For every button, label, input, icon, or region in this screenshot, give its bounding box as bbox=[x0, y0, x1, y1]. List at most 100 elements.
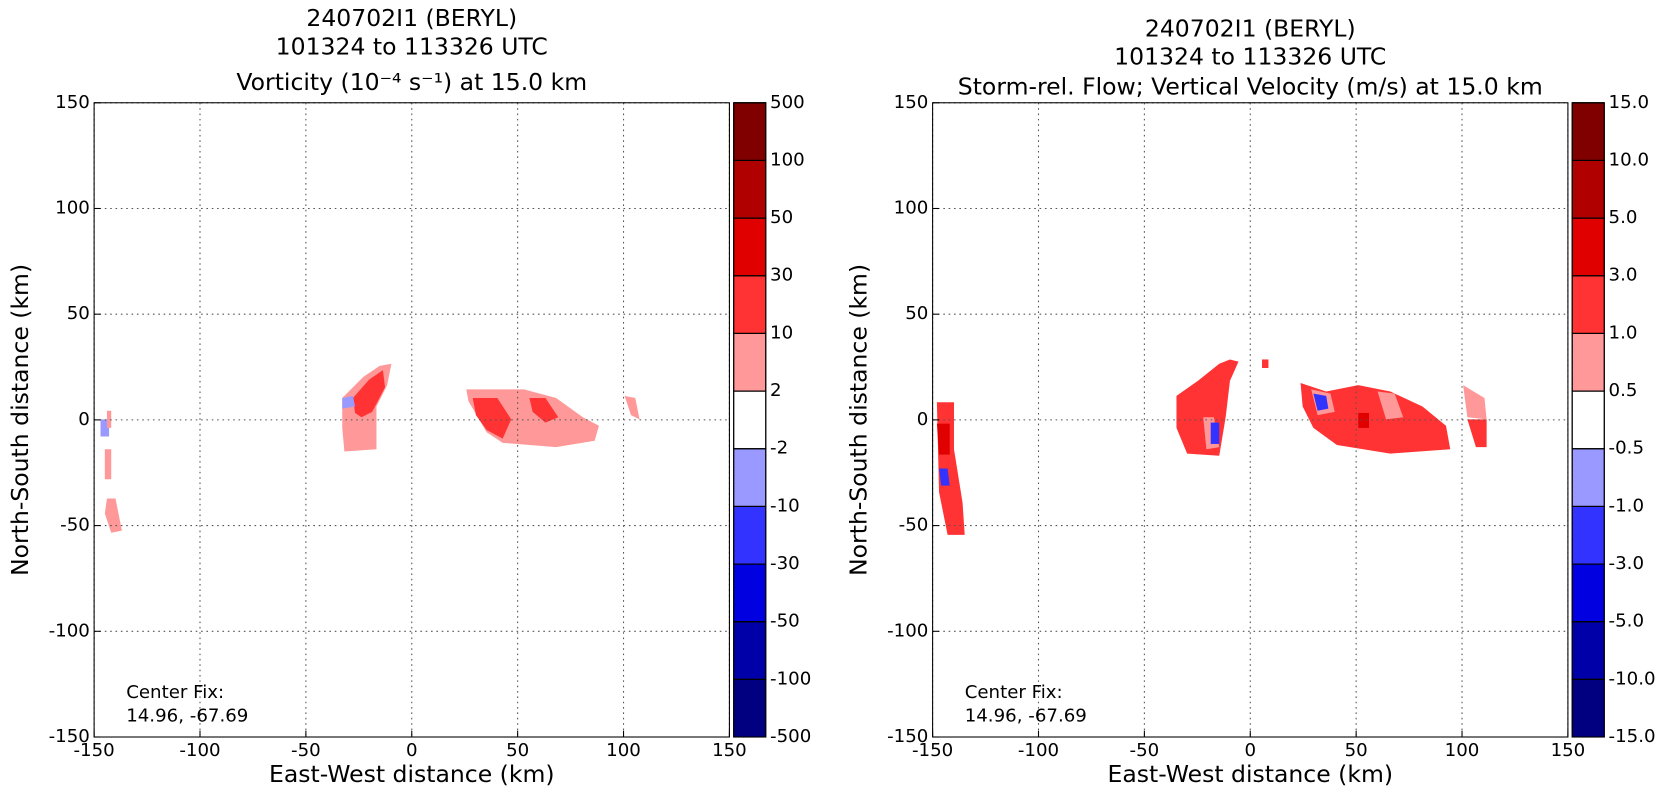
x-tick-label: 100 bbox=[1445, 740, 1480, 761]
contour-patch bbox=[936, 423, 950, 455]
colorbar-segment bbox=[733, 448, 767, 507]
chart-title: 101324 to 113326 UTC bbox=[1114, 42, 1386, 70]
x-tick-label: 100 bbox=[606, 740, 641, 761]
y-axis-label: North-South distance (km) bbox=[6, 264, 34, 576]
colorbar-label: -500 bbox=[770, 726, 811, 747]
contour-patch bbox=[1463, 385, 1487, 420]
chart-title: 101324 to 113326 UTC bbox=[276, 33, 548, 61]
colorbar-segment bbox=[1571, 563, 1605, 623]
contour-patch bbox=[1176, 359, 1239, 456]
colorbar-label: -3.0 bbox=[1609, 553, 1644, 574]
annotation: 14.96, -67.69 bbox=[965, 706, 1087, 727]
colorbar-label: 5.0 bbox=[1609, 207, 1638, 228]
y-tick-label: 100 bbox=[894, 197, 929, 218]
chart-title: Vorticity (10⁻⁴ s⁻¹) at 15.0 km bbox=[236, 68, 587, 96]
x-tick-label: -150 bbox=[912, 740, 953, 761]
x-tick-label: 150 bbox=[1551, 740, 1586, 761]
y-tick-label: 50 bbox=[67, 303, 90, 324]
contour-patch bbox=[106, 410, 112, 428]
colorbar-segment bbox=[733, 332, 767, 392]
contour-field bbox=[936, 359, 1487, 535]
x-tick-label: -100 bbox=[1018, 740, 1059, 761]
colorbar-label: 0.5 bbox=[1609, 380, 1638, 401]
x-tick-label: 0 bbox=[1244, 740, 1256, 761]
contour-patch bbox=[1467, 419, 1487, 448]
colorbar-segment bbox=[1571, 332, 1605, 392]
y-tick-label: -100 bbox=[887, 620, 928, 641]
colorbar-segment bbox=[1571, 621, 1605, 680]
colorbar-label: -50 bbox=[770, 611, 800, 632]
x-tick-label: 50 bbox=[506, 740, 529, 761]
y-tick-label: -150 bbox=[49, 726, 90, 747]
contour-patch bbox=[352, 370, 386, 418]
colorbar-segment bbox=[733, 390, 767, 450]
colorbar-label: -0.5 bbox=[1609, 438, 1644, 459]
y-tick-label: 50 bbox=[905, 303, 928, 324]
chart-title: 240702I1 (BERYL) bbox=[1145, 15, 1356, 43]
contour-patch bbox=[1262, 359, 1269, 369]
colorbar-segment bbox=[1571, 102, 1605, 161]
contour-patch bbox=[104, 498, 122, 533]
colorbar-segment bbox=[733, 621, 767, 680]
colorbar-segment bbox=[1571, 159, 1605, 219]
colorbar-label: 500 bbox=[770, 92, 805, 113]
x-tick-label: -50 bbox=[1130, 740, 1160, 761]
colorbar-label: -2 bbox=[770, 438, 788, 459]
contour-field bbox=[100, 363, 640, 533]
y-tick-label: 100 bbox=[55, 197, 90, 218]
chart-title: Storm-rel. Flow; Vertical Velocity (m/s)… bbox=[958, 72, 1543, 100]
contour-patch bbox=[342, 395, 356, 409]
colorbar-segment bbox=[1571, 678, 1605, 738]
colorbar-label: -10.0 bbox=[1609, 668, 1656, 689]
colorbar-label: -10 bbox=[770, 495, 800, 516]
contour-patch bbox=[1300, 382, 1451, 454]
y-tick-label: 150 bbox=[55, 92, 90, 113]
colorbar-segment bbox=[733, 505, 767, 565]
colorbar-frame bbox=[733, 102, 767, 738]
colorbar-segment bbox=[733, 563, 767, 623]
y-tick-label: -50 bbox=[899, 515, 929, 536]
colorbar-segment bbox=[1571, 505, 1605, 565]
colorbar-segment bbox=[1571, 448, 1605, 507]
colorbar-segment bbox=[733, 159, 767, 219]
y-tick-label: -50 bbox=[60, 515, 90, 536]
y-tick-label: -100 bbox=[49, 620, 90, 641]
colorbar-label: 30 bbox=[770, 265, 793, 286]
annotation: Center Fix: bbox=[126, 682, 224, 703]
contour-patch bbox=[472, 397, 512, 439]
annotation: Center Fix: bbox=[965, 682, 1063, 703]
colorbar-label: -15.0 bbox=[1609, 726, 1656, 747]
colorbar-label: 10.0 bbox=[1609, 149, 1649, 170]
contour-patch bbox=[529, 397, 559, 423]
y-tick-label: 0 bbox=[78, 409, 90, 430]
x-tick-label: -50 bbox=[291, 740, 321, 761]
x-axis-label: East-West distance (km) bbox=[1107, 760, 1393, 788]
x-tick-label: 0 bbox=[406, 740, 418, 761]
x-axis-label: East-West distance (km) bbox=[269, 760, 555, 788]
x-tick-label: -150 bbox=[73, 740, 114, 761]
colorbar-segment bbox=[1571, 217, 1605, 277]
colorbar-label: 50 bbox=[770, 207, 793, 228]
colorbar-segment bbox=[733, 102, 767, 161]
plot-frame bbox=[932, 102, 1569, 738]
colorbar-label: 1.0 bbox=[1609, 322, 1638, 343]
contour-patch bbox=[1377, 391, 1404, 420]
x-tick-label: -100 bbox=[179, 740, 220, 761]
colorbar-label: -30 bbox=[770, 553, 800, 574]
colorbar-label: 100 bbox=[770, 149, 805, 170]
colorbar-label: -100 bbox=[770, 668, 811, 689]
colorbar-label: -1.0 bbox=[1609, 495, 1644, 516]
colorbar-label: -5.0 bbox=[1609, 611, 1644, 632]
annotation: 14.96, -67.69 bbox=[126, 706, 248, 727]
colorbar-segment bbox=[1571, 390, 1605, 450]
contour-patch bbox=[624, 395, 640, 420]
colorbar-segment bbox=[1571, 275, 1605, 334]
contour-patch bbox=[1313, 393, 1329, 411]
colorbar-label: 3.0 bbox=[1609, 265, 1638, 286]
colorbar-segment bbox=[733, 275, 767, 334]
x-tick-label: 150 bbox=[712, 740, 747, 761]
contour-patch bbox=[1358, 412, 1369, 428]
contour-patch bbox=[104, 449, 112, 480]
colorbar-label: 10 bbox=[770, 322, 793, 343]
